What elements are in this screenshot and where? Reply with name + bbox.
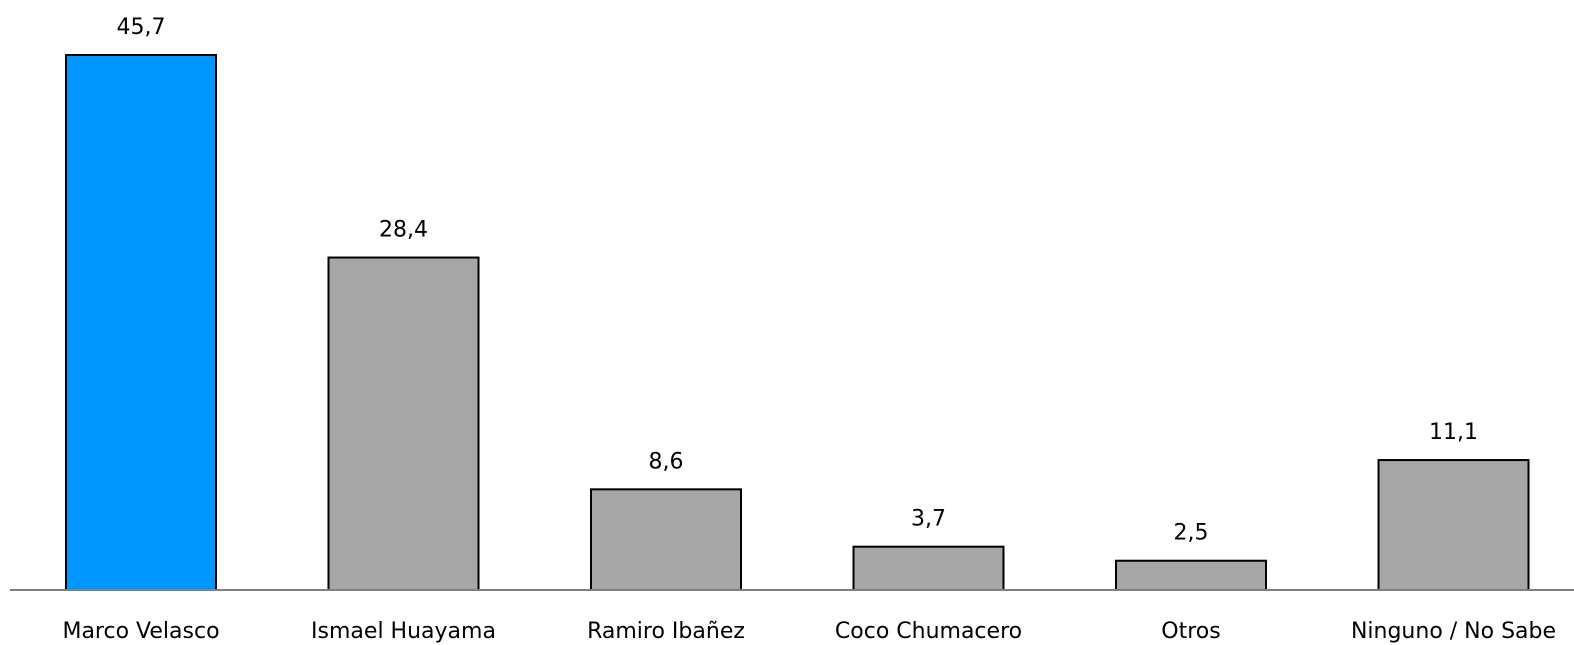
value-label-1: 28,4 (379, 218, 428, 243)
value-labels: 45,7 28,4 8,6 3,7 2,5 11,1 (117, 15, 1478, 546)
value-label-4: 2,5 (1174, 521, 1209, 546)
category-label-4: Otros (1161, 619, 1220, 644)
bar-3 (852, 545, 1005, 591)
bars (65, 54, 1530, 592)
value-label-3: 3,7 (911, 507, 946, 532)
bar-0 (65, 54, 217, 591)
category-label-1: Ismael Huayama (311, 619, 496, 644)
value-label-2: 8,6 (649, 449, 684, 474)
bar-2 (590, 488, 742, 591)
category-label-2: Ramiro Ibañez (587, 619, 745, 644)
bar-1 (327, 256, 480, 591)
bar-5 (1377, 459, 1530, 592)
category-label-3: Coco Chumacero (835, 619, 1022, 644)
value-label-0: 45,7 (117, 15, 166, 40)
value-label-5: 11,1 (1429, 420, 1478, 445)
category-labels: Marco Velasco Ismael Huayama Ramiro Ibañez… (62, 619, 1556, 644)
category-label-5: Ninguno / No Sabe (1351, 619, 1556, 644)
bar-4 (1115, 559, 1267, 591)
category-label-0: Marco Velasco (62, 619, 219, 644)
